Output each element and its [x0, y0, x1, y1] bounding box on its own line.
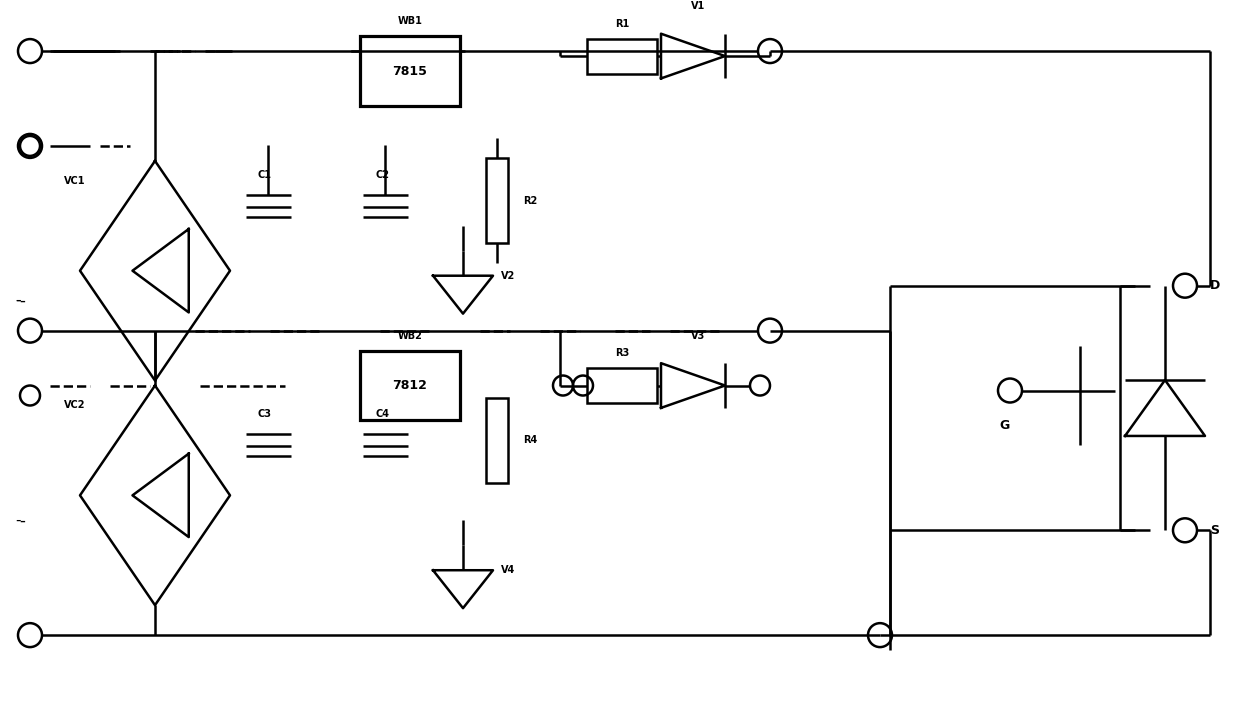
Bar: [361, 36, 460, 106]
Text: R1: R1: [615, 18, 629, 28]
Text: V4: V4: [501, 565, 515, 575]
Bar: [486, 398, 508, 483]
Text: -: -: [15, 513, 21, 528]
Text: R4: R4: [523, 435, 538, 445]
Text: V2: V2: [501, 271, 515, 281]
Bar: [587, 368, 657, 403]
Text: 7815: 7815: [393, 65, 427, 77]
Text: C3: C3: [258, 410, 273, 419]
Text: R3: R3: [615, 348, 629, 358]
Text: VC1: VC1: [63, 176, 85, 186]
Bar: [361, 351, 460, 420]
Text: WB1: WB1: [398, 16, 422, 26]
Text: C1: C1: [258, 170, 273, 180]
Text: VC2: VC2: [63, 400, 85, 410]
Text: D: D: [1211, 279, 1220, 292]
Text: S: S: [1211, 524, 1219, 537]
Text: 7812: 7812: [393, 379, 427, 392]
Text: -: -: [15, 293, 21, 308]
Text: V3: V3: [691, 331, 705, 341]
Text: R2: R2: [523, 196, 538, 205]
Bar: [587, 38, 657, 73]
Text: -: -: [15, 293, 21, 308]
Text: -: -: [19, 511, 25, 529]
Text: G: G: [1000, 419, 1010, 432]
Text: C2: C2: [375, 170, 389, 180]
Bar: [486, 159, 508, 243]
Text: WB2: WB2: [398, 331, 422, 341]
Text: C4: C4: [375, 410, 389, 419]
Text: V1: V1: [691, 1, 705, 11]
Text: -: -: [19, 292, 25, 310]
